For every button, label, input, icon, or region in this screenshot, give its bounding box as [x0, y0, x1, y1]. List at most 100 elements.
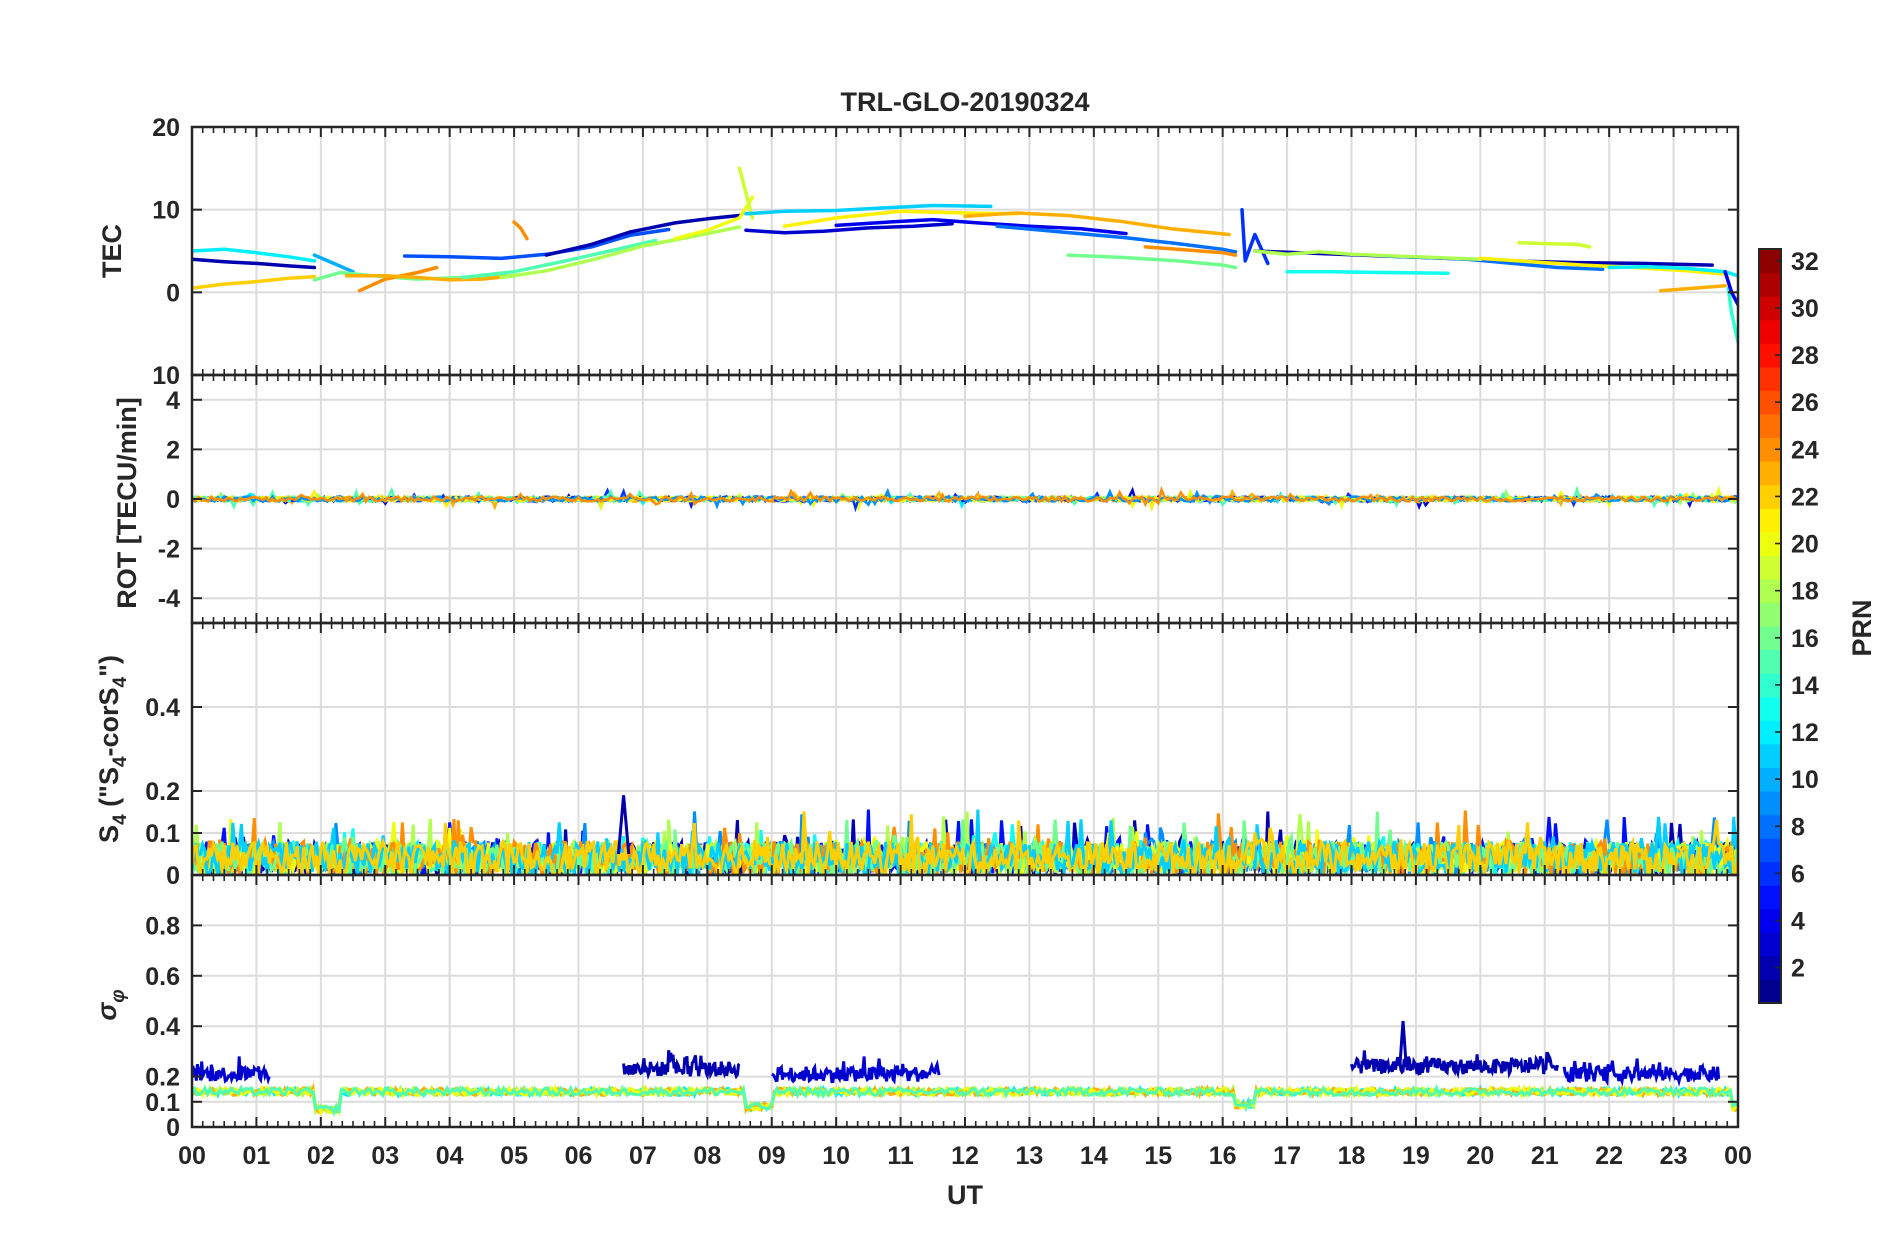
- colorbar-segment: [1759, 790, 1781, 816]
- x-tick-label: 21: [1531, 1142, 1559, 1170]
- colorbar-segment: [1759, 814, 1781, 839]
- tec-prn-23-line: [963, 211, 1231, 237]
- tec-prn-6-line: [1240, 207, 1270, 266]
- s4-axis-label: S4 ("S4-corS4"): [94, 655, 131, 843]
- x-tick-label: 00: [178, 1142, 206, 1170]
- colorbar-tick-label: 28: [1791, 342, 1819, 370]
- tec-prn-19-line: [737, 166, 755, 220]
- x-tick-label: 05: [500, 1142, 528, 1170]
- x-tick-label: 00: [1724, 1142, 1752, 1170]
- x-tick-label: 07: [629, 1142, 657, 1170]
- s4-y-tick-label: 0.4: [145, 694, 180, 722]
- x-tick-label: 16: [1209, 1142, 1237, 1170]
- colorbar-tick-label: 30: [1791, 295, 1819, 323]
- sigma-peak-line: [1398, 1021, 1408, 1067]
- x-tick-label: 06: [565, 1142, 593, 1170]
- tick-layer: 01020-4-202400.10.20.400.10.20.40.60.810…: [145, 114, 1752, 1170]
- sigma-elevated-segment-3: [1350, 1050, 1560, 1079]
- colorbar-segment: [1759, 602, 1781, 627]
- x-tick-label: 22: [1595, 1142, 1623, 1170]
- tec-prn-20-line: [673, 195, 755, 241]
- chart-title: TRL-GLO-20190324: [840, 87, 1089, 117]
- tec-prn-11-line: [744, 203, 993, 216]
- colorbar-tick-label: 4: [1791, 908, 1805, 936]
- colorbar-tick-label: 16: [1791, 625, 1819, 653]
- x-tick-label: 20: [1466, 1142, 1494, 1170]
- rot-top-tick-label: 10: [152, 362, 180, 390]
- x-tick-label: 11: [887, 1142, 914, 1170]
- colorbar-segment: [1759, 508, 1781, 533]
- colorbar-segment: [1759, 861, 1781, 886]
- rot-prn-24-line: [192, 485, 1738, 508]
- s4-y-tick-label: 0: [166, 862, 180, 890]
- sigma_phi-y-tick-label: 0: [166, 1114, 180, 1142]
- tec-y-tick-label: 0: [166, 279, 180, 307]
- colorbar-segment: [1759, 531, 1781, 556]
- x-tick-label: 14: [1080, 1142, 1108, 1170]
- tec-prn-21-line: [782, 209, 1019, 228]
- x-tick-label: 08: [693, 1142, 721, 1170]
- tec-prn-13-line: [1285, 269, 1450, 276]
- colorbar-tick-label: 10: [1791, 766, 1819, 794]
- x-tick-label: 02: [307, 1142, 335, 1170]
- rot-axis-label: ROT [TECU/min]: [112, 397, 142, 608]
- colorbar-segment: [1759, 555, 1781, 580]
- colorbar-segment: [1759, 413, 1781, 439]
- colorbar-segment: [1759, 979, 1781, 1004]
- colorbar-segment: [1759, 743, 1781, 768]
- sigma-elevated-segment-4: [1562, 1058, 1721, 1087]
- sigma_phi-y-tick-label: 0.6: [145, 963, 180, 991]
- sigma-prn-15-line: [192, 1083, 1738, 1117]
- colorbar-label: PRN: [1847, 599, 1877, 656]
- colorbar-segment: [1759, 838, 1781, 863]
- rot-y-tick-label: 0: [166, 486, 180, 514]
- colorbar-tick-label: 24: [1791, 436, 1819, 464]
- colorbar-tick-label: 22: [1791, 483, 1819, 511]
- colorbar-segment: [1759, 626, 1781, 651]
- rot-series-group: [192, 485, 1738, 513]
- tec-prn-18-line: [499, 225, 742, 280]
- colorbar-tick-label: 32: [1791, 248, 1819, 276]
- x-tick-label: 03: [371, 1142, 399, 1170]
- colorbar-segment: [1759, 343, 1781, 368]
- x-tick-label: 04: [436, 1142, 464, 1170]
- x-tick-label: 13: [1016, 1142, 1044, 1170]
- colorbar-segment: [1759, 720, 1781, 745]
- sigma-elevated-segment-2: [771, 1056, 941, 1085]
- tec-prn-8-line: [995, 224, 1238, 254]
- s4-peak-line: [616, 795, 631, 855]
- rot-y-tick-label: -4: [158, 585, 180, 613]
- colorbar-segment: [1759, 955, 1781, 981]
- sigma-elevated-segment-1: [622, 1050, 741, 1081]
- tec-prn-2-line: [192, 257, 317, 270]
- colorbar-segment: [1759, 249, 1781, 274]
- colorbar-segment: [1759, 649, 1781, 674]
- tec-prn-2-line: [544, 213, 742, 257]
- colorbar-segment: [1759, 390, 1781, 415]
- colorbar-segment: [1759, 767, 1781, 792]
- sigma_phi-y-tick-label: 0.4: [145, 1013, 180, 1041]
- tec-series-group: [192, 166, 1738, 344]
- tec-y-tick-label: 20: [152, 114, 180, 142]
- rot-y-tick-label: 2: [166, 436, 180, 464]
- rot-y-tick-label: 4: [166, 387, 180, 415]
- tec-prn-4-line: [834, 217, 1128, 236]
- colorbar-frame: [1758, 248, 1782, 1004]
- tec-prn-12-line: [1607, 264, 1738, 278]
- x-tick-label: 18: [1338, 1142, 1366, 1170]
- tec-prn-3-line: [744, 221, 954, 235]
- colorbar-segment: [1759, 484, 1781, 509]
- colorbar-tick-label: 6: [1791, 860, 1805, 888]
- tec-prn-15-line: [460, 238, 658, 280]
- sigma_phi-y-tick-label: 0.1: [145, 1089, 180, 1117]
- colorbar-segment: [1759, 461, 1781, 486]
- x-tick-label: 01: [243, 1142, 271, 1170]
- sigma_phi-y-tick-label: 0.8: [145, 912, 180, 940]
- s4-y-tick-label: 0.1: [145, 820, 180, 848]
- colorbar-segment: [1759, 885, 1781, 910]
- colorbar-tick-label: 20: [1791, 531, 1819, 559]
- x-tick-label: 10: [822, 1142, 850, 1170]
